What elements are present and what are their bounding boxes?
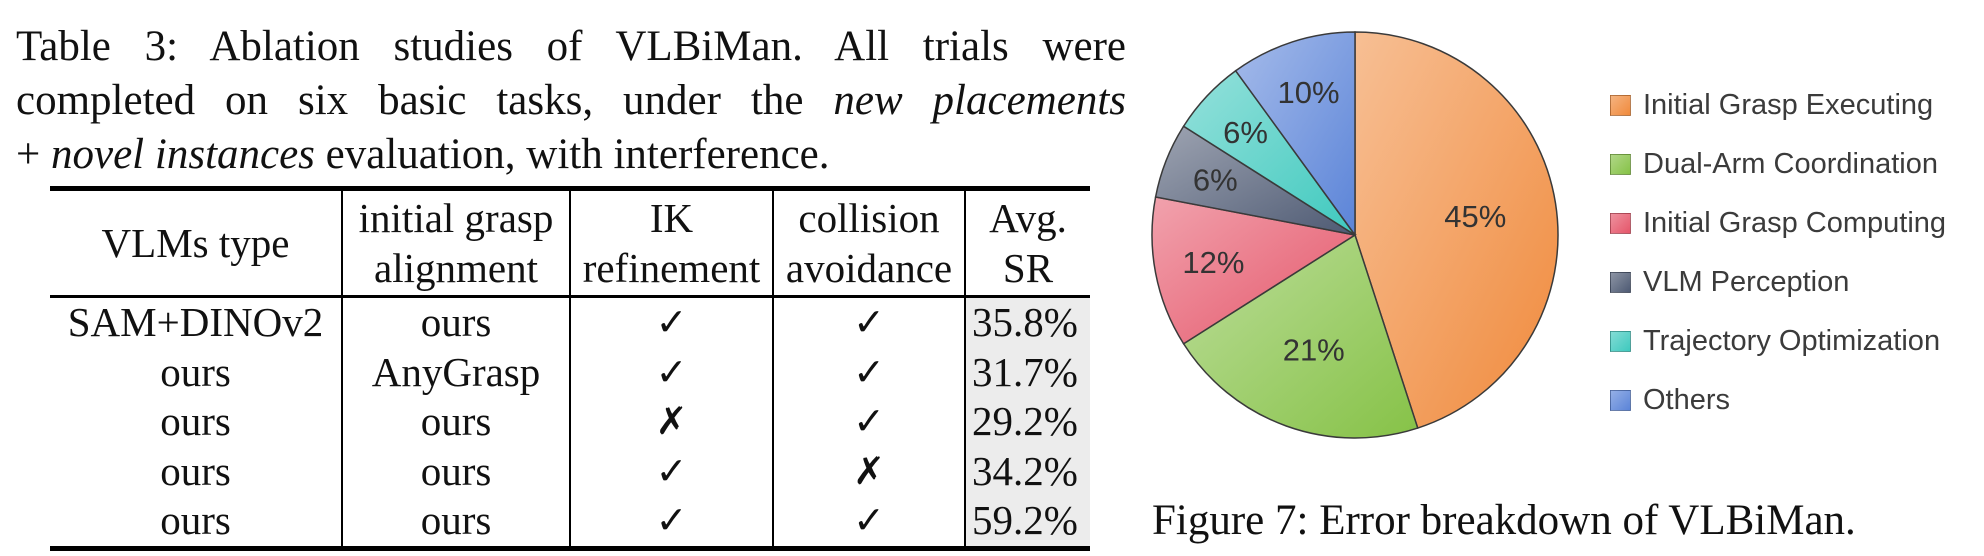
pie-data-label: 12% — [1182, 245, 1244, 280]
table-caption-line-2: completed on six basic tasks, under the … — [16, 74, 1126, 128]
table-row: ours ours ✓ ✗ 34.2% — [50, 446, 1090, 496]
cell-vlms-type: ours — [160, 497, 231, 543]
cell-ik-refinement: ✗ — [569, 397, 773, 447]
error-breakdown-pie-chart: 45% 21% 12% 6% 6% 10% — [1151, 31, 1559, 439]
cell-avg-sr: 31.7% — [964, 347, 1090, 397]
pie-data-label: 10% — [1278, 75, 1340, 110]
table-caption-emphasis: new placements — [833, 77, 1126, 124]
cell-vlms-type: ours — [160, 398, 231, 444]
legend-label: Others — [1643, 384, 1731, 416]
cell-collision-avoidance: ✓ — [772, 347, 965, 397]
table-caption: Table 3: Ablation studies of VLBiMan. Al… — [16, 20, 1126, 182]
cell-collision-avoidance: ✓ — [772, 296, 965, 348]
table-caption-text: completed on six basic tasks, under the — [16, 77, 834, 124]
table-caption-line-1: Table 3: Ablation studies of VLBiMan. Al… — [16, 23, 1126, 70]
header-vlms-type: VLMs type — [101, 220, 290, 266]
legend-swatch — [1610, 272, 1631, 293]
legend-label: Dual-Arm Coordination — [1643, 148, 1938, 180]
legend-item: Trajectory Optimization — [1610, 312, 1946, 371]
legend-item: VLM Perception — [1610, 253, 1946, 312]
cell-initial-grasp-alignment: ours — [341, 446, 570, 496]
table-header-row: VLMs type initial grasp alignment IK refin… — [50, 188, 1090, 297]
pie-data-label: 45% — [1444, 199, 1506, 234]
table-caption-text: + — [16, 131, 52, 178]
header-initial-grasp-alignment: initial grasp alignment — [341, 188, 570, 297]
cell-avg-sr: 35.8% — [964, 296, 1090, 348]
table-caption-emphasis: novel instances — [51, 131, 315, 178]
cell-initial-grasp-alignment: ours — [341, 397, 570, 447]
legend-swatch — [1610, 331, 1631, 352]
legend-swatch — [1610, 154, 1631, 175]
table-row: ours ours ✓ ✓ 59.2% — [50, 496, 1090, 548]
legend-label: VLM Perception — [1643, 266, 1850, 298]
figure-caption: Figure 7: Error breakdown of VLBiMan. — [1152, 497, 1856, 544]
cell-ik-refinement: ✓ — [569, 296, 773, 348]
cell-vlms-type: SAM+DINOv2 — [67, 299, 324, 345]
ablation-table: VLMs type initial grasp alignment IK refin… — [50, 186, 1090, 551]
cell-initial-grasp-alignment: ours — [341, 496, 570, 548]
table-row: ours ours ✗ ✓ 29.2% — [50, 397, 1090, 447]
legend-label: Trajectory Optimization — [1643, 325, 1941, 357]
pie-slice-initial-grasp-computing — [1151, 196, 1358, 345]
table-row: ours AnyGrasp ✓ ✓ 31.7% — [50, 347, 1090, 397]
cell-collision-avoidance: ✗ — [772, 446, 965, 496]
cell-ik-refinement: ✓ — [569, 446, 773, 496]
cell-ik-refinement: ✓ — [569, 347, 773, 397]
legend-item: Others — [1610, 371, 1946, 430]
cell-collision-avoidance: ✓ — [772, 496, 965, 548]
legend-label: Initial Grasp Computing — [1643, 207, 1947, 239]
table-caption-line-3: + novel instances evaluation, with inter… — [16, 128, 1126, 182]
legend-item: Initial Grasp Executing — [1610, 76, 1946, 135]
legend-label: Initial Grasp Executing — [1643, 89, 1934, 121]
pie-legend: Initial Grasp Executing Dual-Arm Coordina… — [1610, 76, 1946, 430]
pie-data-label: 6% — [1193, 163, 1238, 198]
table-caption-text: evaluation, with interference. — [314, 131, 830, 178]
legend-item: Dual-Arm Coordination — [1610, 135, 1946, 194]
legend-item: Initial Grasp Computing — [1610, 194, 1946, 253]
legend-swatch — [1610, 213, 1631, 234]
cell-avg-sr: 29.2% — [964, 397, 1090, 447]
pie-slice-others — [1234, 31, 1356, 238]
table-row: SAM+DINOv2 ours ✓ ✓ 35.8% — [50, 296, 1090, 348]
pie-slice-dual-arm-coordination — [1182, 233, 1419, 439]
cell-avg-sr: 59.2% — [964, 496, 1090, 548]
cell-vlms-type: ours — [160, 348, 231, 395]
cell-collision-avoidance: ✓ — [772, 397, 965, 447]
ablation-table-container: VLMs type initial grasp alignment IK refin… — [50, 186, 1090, 551]
legend-swatch — [1610, 95, 1631, 116]
pie-data-label: 21% — [1283, 333, 1345, 368]
pie-slice-initial-grasp-executing — [1354, 31, 1559, 430]
cell-initial-grasp-alignment: ours — [341, 296, 570, 348]
cell-initial-grasp-alignment: AnyGrasp — [341, 347, 570, 397]
header-ik-refinement: IK refinement — [569, 188, 773, 297]
cell-avg-sr: 34.2% — [964, 446, 1090, 496]
cell-ik-refinement: ✓ — [569, 496, 773, 548]
header-avg-sr: Avg. SR — [964, 188, 1090, 297]
cell-vlms-type: ours — [160, 447, 231, 494]
pie-data-label: 6% — [1223, 115, 1268, 150]
legend-swatch — [1610, 390, 1631, 411]
header-collision-avoidance: collision avoidance — [772, 188, 965, 297]
